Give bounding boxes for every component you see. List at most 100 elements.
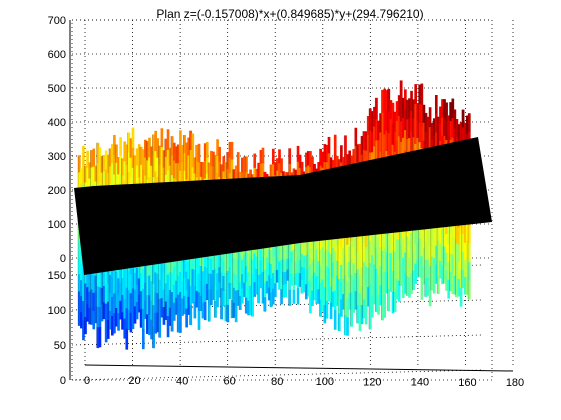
surface-cell <box>381 89 384 114</box>
surface-cell <box>247 258 250 273</box>
surface-cell <box>455 225 459 244</box>
surface-cell <box>455 119 459 138</box>
surface-cell <box>387 88 391 112</box>
surface-cell <box>321 263 325 280</box>
surface-cell <box>393 271 397 292</box>
surface-cell <box>146 141 149 161</box>
surface-cell <box>154 312 157 334</box>
surface-cell <box>426 116 430 136</box>
surface-cell <box>154 130 157 152</box>
surface-cell <box>375 247 378 270</box>
surface-cell <box>422 122 426 142</box>
surface-cell <box>381 135 384 160</box>
surface-cell <box>309 296 312 314</box>
surface-cell <box>463 225 467 244</box>
surface-cell <box>168 289 172 309</box>
surface-cell <box>325 266 329 284</box>
surface-cell <box>94 307 98 324</box>
surface-cell <box>307 267 310 283</box>
surface-cell <box>253 153 257 169</box>
surface-cell <box>342 263 345 280</box>
surface-cell <box>410 253 413 274</box>
surface-cell <box>412 99 415 119</box>
surface-cell <box>284 284 287 298</box>
surface-cell <box>441 117 444 137</box>
surface-cell <box>226 169 230 187</box>
surface-cell <box>368 307 372 330</box>
surface-cell <box>420 277 424 300</box>
surface-cell <box>183 260 186 279</box>
surface-cell <box>168 147 172 166</box>
surface-cell <box>168 165 172 184</box>
surface-cell <box>263 241 267 256</box>
y-tick-label: 50 <box>54 340 66 352</box>
surface-cell <box>453 127 457 147</box>
surface-cell <box>90 272 94 290</box>
x-tick-label: 120 <box>363 376 381 388</box>
surface-cell <box>162 272 166 290</box>
surface-cell <box>364 304 368 325</box>
surface-cell <box>451 118 455 138</box>
z-tick-label: 0 <box>60 253 66 265</box>
surface-cell <box>350 309 354 327</box>
surface-cell <box>238 295 242 311</box>
surface-cell <box>82 300 85 321</box>
surface-cell <box>80 168 83 185</box>
surface-cell <box>317 162 321 177</box>
surface-cell <box>125 267 129 289</box>
x-tick-label: 0 <box>84 375 90 387</box>
surface-cell <box>96 306 100 328</box>
surface-cell <box>383 134 387 158</box>
surface-cell <box>432 135 436 154</box>
surface-cell <box>234 274 238 291</box>
surface-cell <box>154 292 157 314</box>
surface-cell <box>441 246 444 266</box>
surface-cell <box>282 272 285 286</box>
surface-cell <box>340 247 343 266</box>
surface-cell <box>379 228 382 248</box>
surface-cell <box>123 318 127 339</box>
surface-cell <box>309 280 312 298</box>
surface-cell <box>131 127 135 149</box>
surface-cell <box>455 261 459 280</box>
surface-cell <box>401 257 405 279</box>
surface-cell <box>249 169 252 185</box>
surface-cell <box>447 261 451 281</box>
surface-cell <box>236 290 240 306</box>
surface-cell <box>321 247 325 264</box>
surface-cell <box>358 274 362 294</box>
surface-cell <box>160 147 164 167</box>
surface-cell <box>168 272 172 291</box>
surface-cell <box>92 274 96 294</box>
surface-cell <box>121 312 124 330</box>
surface-cell <box>387 266 391 290</box>
surface-cell <box>154 171 157 192</box>
surface-cell <box>181 161 184 180</box>
surface-cell <box>381 112 384 137</box>
surface-cell <box>144 282 147 302</box>
surface-cell <box>356 305 360 324</box>
surface-cell <box>222 156 226 172</box>
surface-cell <box>214 252 217 269</box>
surface-cell <box>327 268 331 286</box>
surface-cell <box>449 102 453 122</box>
surface-cell <box>100 156 104 173</box>
surface-cell <box>261 163 265 180</box>
surface-cell <box>439 106 442 125</box>
surface-cell <box>205 142 209 159</box>
surface-cell <box>214 284 217 302</box>
surface-cell <box>259 149 263 165</box>
surface-cell <box>106 173 110 192</box>
surface-cell <box>366 135 370 155</box>
surface-cell <box>158 164 162 185</box>
surface-cell <box>203 160 207 179</box>
surface-cell <box>420 105 424 128</box>
surface-cell <box>172 142 176 161</box>
surface-cell <box>350 292 354 310</box>
surface-cell <box>362 131 366 151</box>
surface-cell <box>406 256 409 277</box>
surface-cell <box>208 289 211 306</box>
surface-cell <box>412 232 415 252</box>
surface-cell <box>463 277 467 295</box>
surface-cell <box>377 294 380 315</box>
